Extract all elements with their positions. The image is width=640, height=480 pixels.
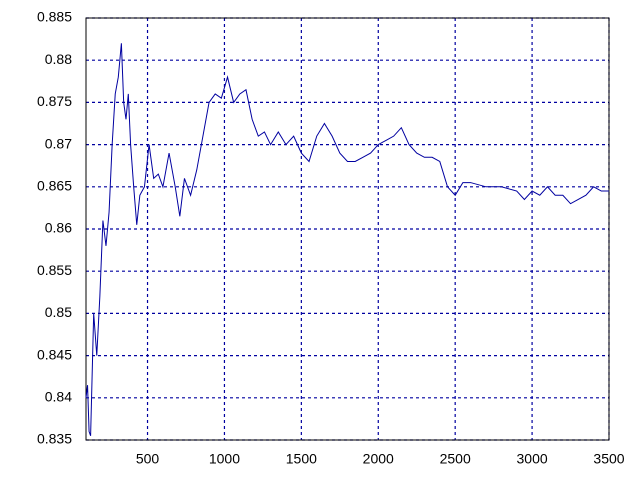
- y-tick-label: 0.835: [37, 431, 72, 447]
- y-tick-label: 0.88: [45, 51, 72, 67]
- x-tick-label: 1500: [286, 451, 317, 467]
- y-tick-label: 0.845: [37, 346, 72, 362]
- data-line: [85, 43, 609, 436]
- x-tick-label: 3500: [593, 451, 624, 467]
- plot-border: [85, 17, 610, 441]
- y-tick-label: 0.86: [45, 220, 72, 236]
- x-tick-label: 500: [136, 451, 160, 467]
- x-tick-label: 3000: [517, 451, 548, 467]
- y-tick-label: 0.855: [37, 262, 72, 278]
- y-tick-label: 0.84: [45, 389, 72, 405]
- y-tick-label: 0.85: [45, 304, 72, 320]
- x-tick-label: 2500: [440, 451, 471, 467]
- x-tick-label: 1000: [209, 451, 240, 467]
- y-tick-label: 0.87: [45, 135, 72, 151]
- y-tick-label: 0.865: [37, 178, 72, 194]
- y-tick-label: 0.875: [37, 93, 72, 109]
- x-tick-label: 2000: [363, 451, 394, 467]
- y-tick-label: 0.885: [37, 9, 72, 25]
